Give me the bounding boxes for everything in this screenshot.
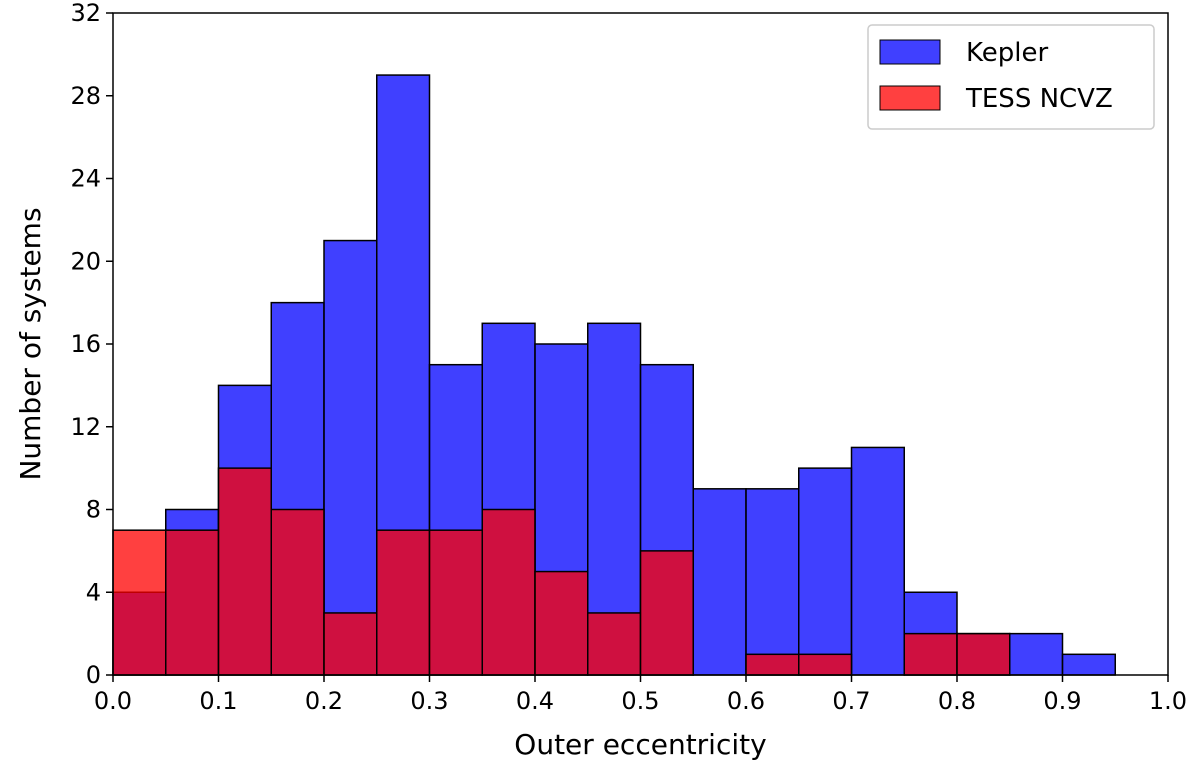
bar-tess-ncvz-13 [798, 653, 853, 676]
bar-tess-ncvz-0 [112, 529, 167, 676]
x-tick-label: 0.2 [305, 687, 343, 715]
x-axis-title: Outer eccentricity [514, 728, 766, 761]
legend: Kepler TESS NCVZ [867, 24, 1155, 130]
legend-swatch-tess-ncvz [879, 85, 941, 111]
bar-kepler-17 [1009, 632, 1064, 676]
x-tick-label: 0.5 [621, 687, 659, 715]
bar-tess-ncvz-9 [587, 612, 642, 676]
bar-tess-ncvz-12 [745, 653, 800, 676]
legend-swatch-kepler [879, 39, 941, 65]
bar-tess-ncvz-10 [639, 550, 694, 676]
ticks-layer: 0.0 0.1 0.2 0.3 0.4 0.5 0.6 0.7 0.8 0.9 1.0 0 4 8 12 16… [70, 0, 1187, 715]
bar-kepler-4 [323, 239, 378, 676]
y-tick-label: 24 [70, 165, 101, 193]
bar-tess-ncvz-8 [534, 570, 589, 676]
bar-kepler-12 [745, 488, 800, 676]
x-tick-label: 0.6 [727, 687, 765, 715]
bar-tess-ncvz-4 [323, 612, 378, 676]
bar-tess-ncvz-3 [270, 508, 325, 676]
y-tick-label: 4 [86, 578, 101, 606]
bar-kepler-14 [850, 446, 905, 676]
bar-tess-ncvz-15 [903, 632, 958, 676]
x-tick-label: 1.0 [1149, 687, 1187, 715]
bar-tess-ncvz-5 [376, 529, 431, 676]
bar-tess-ncvz-2 [217, 467, 272, 676]
x-tick-label: 0.9 [1043, 687, 1081, 715]
bar-kepler-13 [798, 467, 853, 676]
x-tick-label: 0.7 [832, 687, 870, 715]
bar-tess-ncvz-6 [428, 529, 483, 676]
y-tick-label: 20 [70, 247, 101, 275]
y-tick-label: 16 [70, 330, 101, 358]
y-tick-label: 12 [70, 413, 101, 441]
bar-tess-ncvz-7 [481, 508, 536, 676]
y-tick-label: 8 [86, 496, 101, 524]
x-tick-label: 0.0 [94, 687, 132, 715]
x-tick-label: 0.1 [199, 687, 237, 715]
y-tick-label: 32 [70, 0, 101, 27]
bar-tess-ncvz-1 [165, 529, 220, 676]
x-tick-label: 0.4 [516, 687, 554, 715]
x-tick-label: 0.8 [938, 687, 976, 715]
y-tick-label: 28 [70, 82, 101, 110]
y-tick-label: 0 [86, 661, 101, 689]
bar-kepler-11 [692, 488, 747, 676]
legend-label-kepler: Kepler [966, 38, 1048, 68]
y-axis-title: Number of systems [14, 207, 47, 480]
bars-layer [112, 74, 1116, 676]
x-tick-label: 0.3 [410, 687, 448, 715]
bar-tess-ncvz-16 [956, 632, 1011, 676]
bar-kepler-18 [1061, 653, 1116, 676]
legend-label-tess-ncvz: TESS NCVZ [965, 84, 1113, 114]
